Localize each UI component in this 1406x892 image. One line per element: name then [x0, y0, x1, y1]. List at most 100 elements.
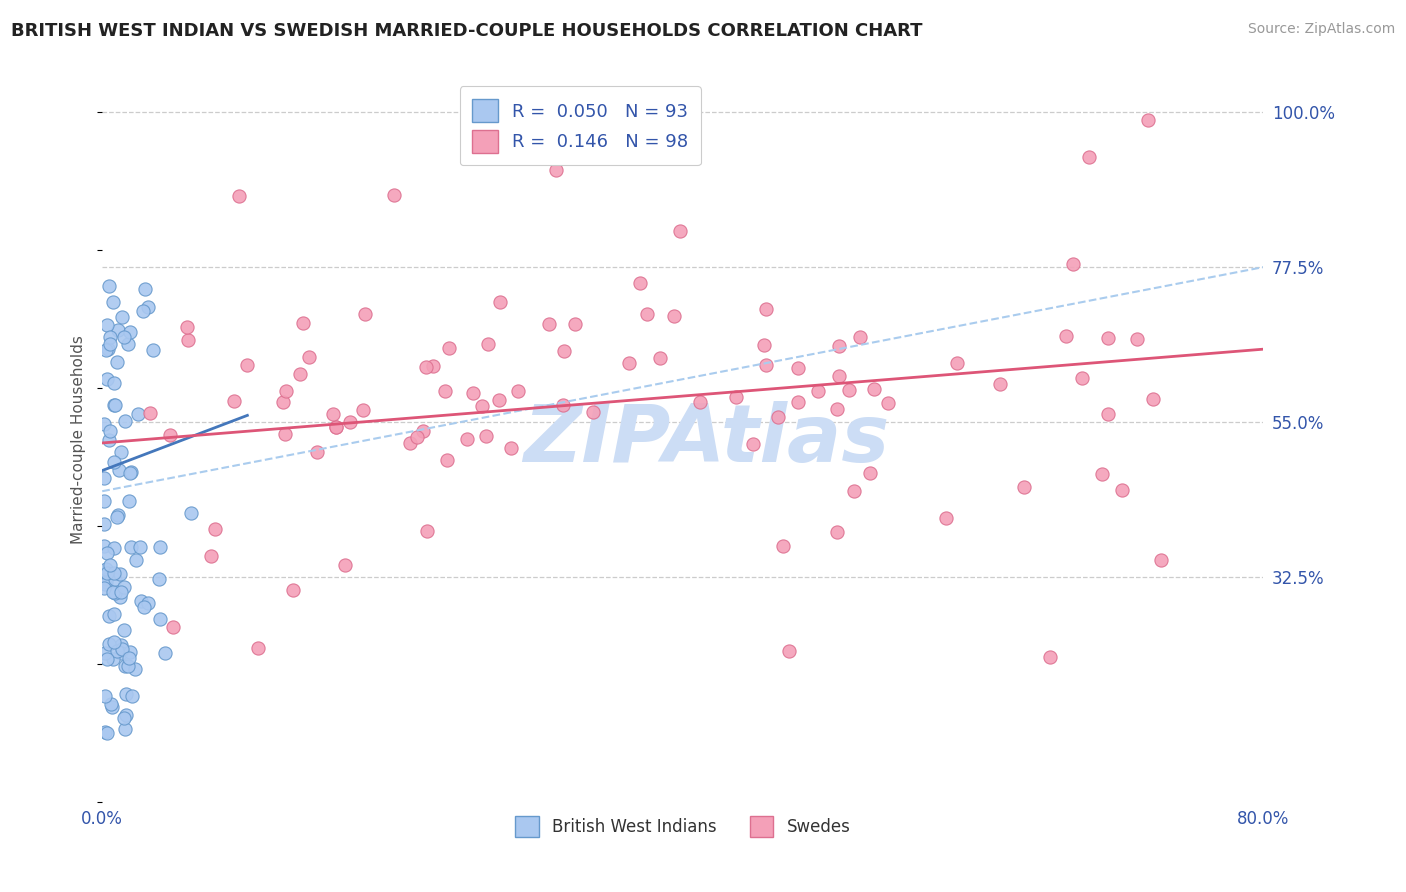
- Point: [416, 524, 439, 538]
- Point: [859, 466, 882, 480]
- Point: [755, 359, 778, 373]
- Point: [437, 341, 460, 355]
- Point: [94, 572, 117, 586]
- Point: [1097, 407, 1119, 421]
- Point: [828, 338, 851, 352]
- Point: [96, 725, 118, 739]
- Point: [120, 465, 142, 479]
- Point: [274, 426, 297, 441]
- Point: [124, 662, 146, 676]
- Point: [112, 580, 135, 594]
- Point: [100, 697, 122, 711]
- Point: [136, 596, 159, 610]
- Point: [138, 406, 160, 420]
- Point: [582, 405, 605, 419]
- Point: [93, 417, 115, 431]
- Point: [335, 558, 357, 572]
- Point: [825, 524, 848, 539]
- Point: [628, 276, 651, 290]
- Point: [636, 307, 658, 321]
- Point: [111, 641, 134, 656]
- Point: [98, 558, 121, 573]
- Point: [105, 510, 128, 524]
- Point: [553, 398, 575, 412]
- Point: [1150, 553, 1173, 567]
- Point: [382, 187, 405, 202]
- Point: [281, 583, 304, 598]
- Point: [325, 420, 347, 434]
- Y-axis label: Married-couple Households: Married-couple Households: [72, 335, 86, 544]
- Point: [155, 646, 177, 660]
- Point: [120, 644, 142, 658]
- Point: [97, 279, 120, 293]
- Point: [127, 407, 149, 421]
- Point: [399, 436, 422, 450]
- Point: [935, 511, 957, 525]
- Point: [725, 390, 748, 404]
- Point: [142, 343, 165, 357]
- Point: [103, 455, 125, 469]
- Point: [180, 506, 202, 520]
- Point: [463, 386, 485, 401]
- Point: [93, 517, 115, 532]
- Point: [406, 429, 429, 443]
- Legend: British West Indians, Swedes: British West Indians, Swedes: [509, 809, 858, 844]
- Point: [412, 424, 434, 438]
- Point: [93, 471, 115, 485]
- Point: [291, 316, 314, 330]
- Point: [354, 307, 377, 321]
- Point: [488, 392, 510, 407]
- Point: [564, 317, 586, 331]
- Point: [162, 620, 184, 634]
- Point: [103, 295, 125, 310]
- Point: [176, 320, 198, 334]
- Point: [787, 361, 810, 376]
- Point: [112, 624, 135, 638]
- Point: [94, 562, 117, 576]
- Point: [110, 646, 132, 660]
- Point: [456, 432, 478, 446]
- Point: [755, 301, 778, 316]
- Point: [772, 539, 794, 553]
- Point: [553, 344, 575, 359]
- Point: [1062, 257, 1084, 271]
- Point: [742, 437, 765, 451]
- Point: [247, 641, 270, 656]
- Point: [96, 574, 118, 589]
- Point: [290, 367, 312, 381]
- Point: [1012, 479, 1035, 493]
- Point: [322, 407, 344, 421]
- Point: [766, 410, 789, 425]
- Point: [103, 541, 125, 556]
- Text: ZIPAtlas: ZIPAtlas: [523, 401, 889, 478]
- Point: [96, 566, 118, 581]
- Point: [110, 584, 132, 599]
- Point: [114, 414, 136, 428]
- Point: [93, 540, 115, 554]
- Point: [115, 707, 138, 722]
- Point: [129, 540, 152, 554]
- Point: [118, 325, 141, 339]
- Point: [107, 463, 129, 477]
- Point: [114, 658, 136, 673]
- Point: [842, 483, 865, 498]
- Point: [271, 395, 294, 409]
- Point: [489, 294, 512, 309]
- Point: [200, 549, 222, 563]
- Point: [101, 699, 124, 714]
- Point: [669, 224, 692, 238]
- Point: [828, 368, 851, 383]
- Point: [159, 428, 181, 442]
- Point: [98, 425, 121, 439]
- Point: [100, 330, 122, 344]
- Point: [863, 383, 886, 397]
- Point: [114, 329, 136, 343]
- Point: [121, 689, 143, 703]
- Point: [97, 609, 120, 624]
- Point: [946, 356, 969, 370]
- Point: [97, 342, 120, 356]
- Point: [434, 384, 457, 399]
- Point: [110, 638, 132, 652]
- Point: [112, 711, 135, 725]
- Point: [98, 336, 121, 351]
